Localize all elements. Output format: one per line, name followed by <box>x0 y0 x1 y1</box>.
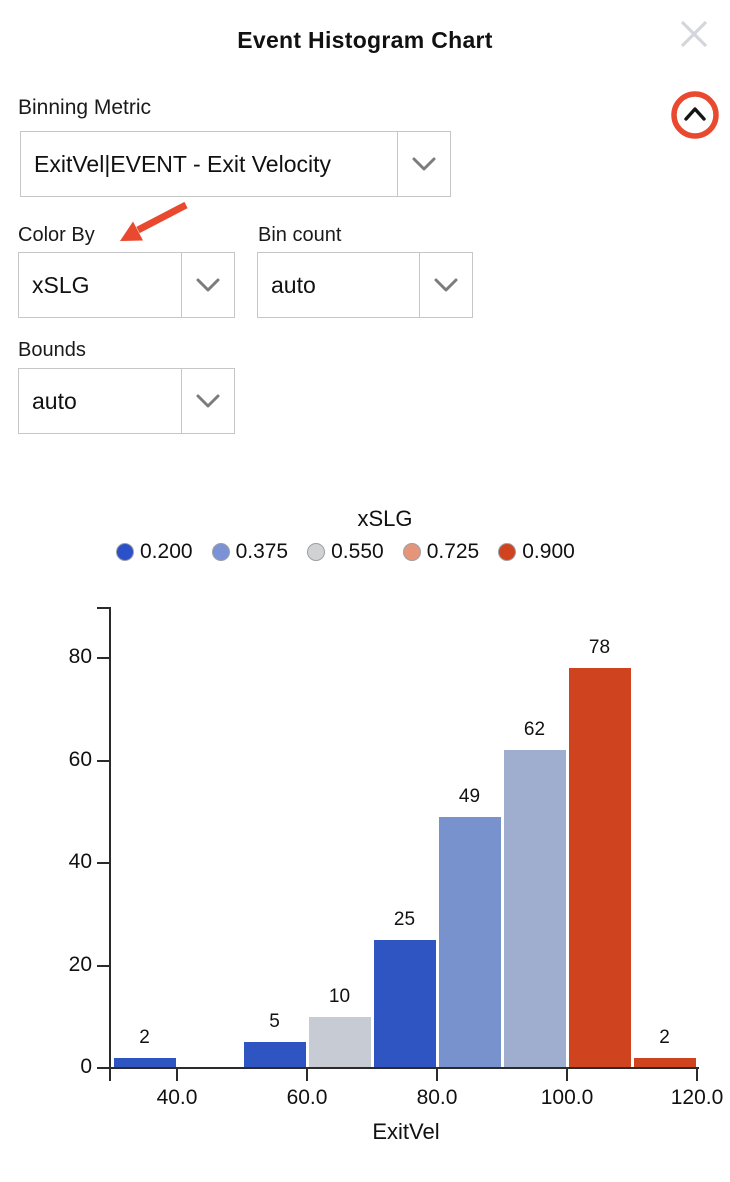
x-tick-label: 40.0 <box>156 1086 198 1109</box>
chart-legend-title: xSLG <box>357 506 413 531</box>
bar-value-label: 78 <box>588 637 611 659</box>
legend-swatch-icon <box>307 543 326 561</box>
bar-value-label: 62 <box>523 719 546 741</box>
histogram-bar[interactable] <box>373 939 436 1068</box>
histogram-bar[interactable] <box>438 816 501 1068</box>
chevron-down-icon <box>181 369 234 433</box>
chevron-down-icon <box>181 253 234 317</box>
y-tick <box>97 759 110 762</box>
x-tick <box>436 1067 438 1081</box>
bar-value-label: 2 <box>659 1026 670 1048</box>
bounds-label: Bounds <box>18 339 86 361</box>
color-by-select[interactable]: xSLG <box>18 252 235 318</box>
legend-swatch-icon <box>498 543 517 561</box>
y-tick <box>97 862 110 864</box>
legend-item: 0.550 <box>307 540 384 564</box>
binning-metric-label: Binning Metric <box>18 96 152 119</box>
chevron-down-icon <box>397 132 450 196</box>
histogram-bar[interactable] <box>308 1016 371 1068</box>
color-by-label: Color By <box>18 224 95 246</box>
bin-count-select[interactable]: auto <box>257 252 473 318</box>
x-tick-label: 100.0 <box>540 1086 594 1109</box>
legend-swatch-icon <box>116 543 134 561</box>
bin-count-label: Bin count <box>258 224 342 246</box>
bar-value-label: 5 <box>269 1011 280 1033</box>
histogram-bar[interactable] <box>568 668 631 1068</box>
chart-legend: 0.200 0.375 0.550 0.725 0.900 <box>116 540 575 564</box>
y-tick-label: 80 <box>68 645 92 668</box>
page-title: Event Histogram Chart <box>237 27 493 53</box>
bin-count-value: auto <box>271 271 316 298</box>
legend-label: 0.725 <box>426 540 480 563</box>
histogram-bar[interactable] <box>243 1042 306 1068</box>
color-by-value: xSLG <box>32 271 90 298</box>
y-tick-label: 20 <box>68 952 92 976</box>
y-tick-label: 0 <box>80 1055 92 1078</box>
collapse-section-button[interactable] <box>668 88 722 142</box>
y-tick <box>97 1067 110 1069</box>
x-tick-label: 80.0 <box>416 1086 458 1109</box>
y-axis-end-tick <box>97 606 110 609</box>
chevron-down-icon <box>419 253 472 317</box>
x-tick <box>696 1067 698 1081</box>
chevron-up-icon <box>684 107 706 121</box>
x-tick-label: 60.0 <box>286 1086 328 1109</box>
histogram-bar[interactable] <box>113 1057 176 1068</box>
legend-label: 0.550 <box>331 540 384 563</box>
histogram-bar[interactable] <box>633 1057 696 1068</box>
bounds-select[interactable]: auto <box>18 368 235 434</box>
y-tick-label: 40 <box>68 850 92 873</box>
close-button[interactable] <box>676 16 712 52</box>
legend-swatch-icon <box>402 543 421 561</box>
legend-label: 0.200 <box>140 540 193 563</box>
legend-item: 0.200 <box>116 540 193 564</box>
bar-value-label: 2 <box>139 1026 150 1048</box>
x-tick <box>176 1067 178 1081</box>
annotation-circle <box>671 91 719 139</box>
bar-value-label: 10 <box>328 985 351 1007</box>
x-axis-title: ExitVel <box>372 1119 440 1144</box>
y-tick <box>97 964 110 967</box>
y-axis-line <box>108 606 111 1070</box>
binning-metric-value: ExitVel|EVENT - Exit Velocity <box>34 150 331 177</box>
annotation-arrow <box>120 201 188 241</box>
bar-value-label: 25 <box>393 908 416 930</box>
x-tick <box>566 1067 568 1081</box>
y-tick-label: 60 <box>68 747 92 771</box>
binning-metric-select[interactable]: ExitVel|EVENT - Exit Velocity <box>20 131 451 197</box>
histogram-bar[interactable] <box>503 750 566 1068</box>
bar-value-label: 49 <box>458 785 481 807</box>
x-tick <box>306 1067 308 1081</box>
legend-item: 0.725 <box>402 540 480 564</box>
x-tick-label: 120.0 <box>670 1086 724 1109</box>
legend-item: 0.375 <box>211 540 289 564</box>
close-icon <box>680 20 708 48</box>
y-tick <box>97 657 110 659</box>
legend-label: 0.900 <box>522 540 575 563</box>
legend-label: 0.375 <box>235 540 289 563</box>
bounds-value: auto <box>32 387 77 414</box>
x-axis-start-tick <box>108 1067 111 1081</box>
legend-item: 0.900 <box>498 540 575 564</box>
legend-swatch-icon <box>211 543 230 561</box>
